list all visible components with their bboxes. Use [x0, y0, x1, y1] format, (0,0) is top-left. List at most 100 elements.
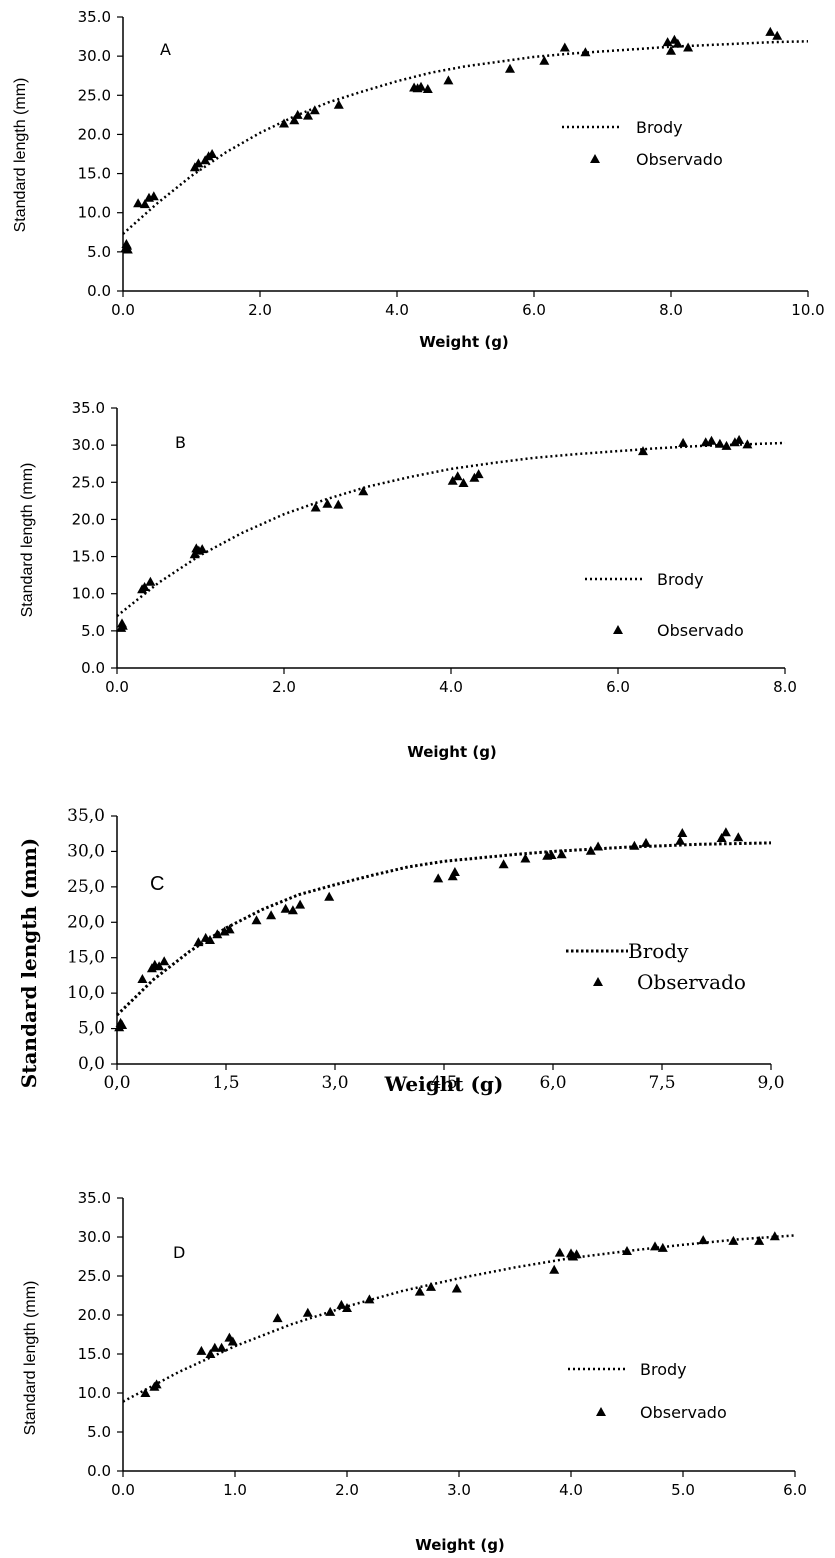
observado-point	[520, 853, 531, 863]
observado-point	[769, 1231, 780, 1241]
observado-point	[721, 440, 732, 450]
observado-point	[272, 1313, 283, 1323]
observado-point	[549, 1264, 560, 1274]
observado-point	[289, 115, 300, 125]
chart-b-panel-letter: B	[175, 433, 186, 452]
chart-c-panel-letter: C	[150, 873, 164, 895]
brody-curve	[122, 1234, 796, 1403]
observado-point	[733, 832, 744, 842]
chart-d-plot: 0.0 5.0 10.0 15.0 20.0 25.0 30.0 35.0 0.0 1.0 2.0 3…	[78, 1189, 807, 1499]
chart-panel-a: Standard length (mm) Weight (g) A Brody …	[0, 0, 835, 355]
chart-d-panel-letter: D	[173, 1243, 185, 1262]
x-tick-label: 1,5	[212, 1073, 239, 1093]
observado-point	[657, 1242, 668, 1252]
x-tick-label: 4.0	[439, 678, 463, 696]
chart-panel-b: Standard length (mm) Weight (g) B Brody …	[0, 395, 835, 770]
x-tick-label: 1.0	[223, 1481, 247, 1499]
x-tick-label: 6.0	[783, 1481, 807, 1499]
chart-panel-c: Standard length (mm) Weight (g) C Brody …	[0, 800, 835, 1185]
x-tick-label: 4.0	[385, 301, 409, 319]
observado-point	[322, 498, 333, 508]
observado-point	[266, 910, 277, 920]
x-tick-label: 3.0	[447, 1481, 471, 1499]
y-tick-label: 20,0	[67, 912, 105, 932]
x-tick-label: 9,0	[757, 1073, 784, 1093]
observado-point	[416, 81, 426, 91]
observado-point	[209, 1342, 220, 1352]
chart-d-svg: Standard length (mm) Weight (g) D Brody …	[22, 1189, 807, 1554]
x-tick-label: 2.0	[272, 678, 296, 696]
legend-observado-label: Observado	[637, 970, 746, 994]
y-tick-label: 25.0	[78, 1267, 111, 1285]
observado-point	[139, 582, 150, 591]
observado-point	[193, 937, 204, 947]
observado-point	[139, 199, 150, 209]
observado-point	[447, 475, 458, 485]
y-tick-label: 25.0	[78, 86, 111, 104]
x-tick-label: 10.0	[791, 301, 824, 319]
observado-point	[117, 1020, 128, 1029]
observado-point	[716, 833, 727, 842]
observado-point	[473, 469, 484, 479]
observado-point	[451, 1283, 462, 1293]
chart-c-legend: Brody Observado	[566, 939, 746, 994]
x-tick-label: 6.0	[606, 678, 630, 696]
observado-point	[333, 499, 344, 509]
legend-observado-marker	[590, 154, 600, 163]
observado-point	[333, 99, 344, 109]
chart-b-ylabel: Standard length (mm)	[19, 463, 36, 618]
legend-observado-marker	[593, 977, 603, 986]
observado-point	[638, 446, 648, 456]
chart-panel-d: Standard length (mm) Weight (g) D Brody …	[0, 1188, 835, 1558]
y-tick-label: 30,0	[67, 841, 105, 861]
observado-point	[742, 439, 753, 449]
observado-point	[287, 905, 298, 915]
chart-c-ylabel: Standard length (mm)	[17, 838, 41, 1088]
observado-point	[154, 961, 165, 971]
y-tick-label: 35.0	[78, 1189, 111, 1207]
observado-point	[364, 1294, 375, 1304]
observado-point	[122, 244, 133, 254]
observado-point	[754, 1235, 765, 1245]
y-tick-label: 25,0	[67, 877, 105, 897]
chart-c-xlabel: Weight (g)	[384, 1072, 504, 1096]
legend-observado-label: Observado	[640, 1403, 727, 1422]
observado-point	[666, 45, 676, 55]
observado-point	[227, 1336, 238, 1346]
chart-d-legend: Brody Observado	[568, 1360, 727, 1422]
x-tick-label: 2.0	[335, 1481, 359, 1499]
observado-point	[358, 486, 369, 496]
x-tick-label: 7,5	[648, 1073, 675, 1093]
observado-point	[295, 899, 306, 909]
x-tick-label: 0.0	[111, 1481, 135, 1499]
chart-a-svg: Standard length (mm) Weight (g) A Brody …	[12, 8, 825, 351]
observado-point	[133, 198, 144, 208]
x-tick-label: 2.0	[248, 301, 272, 319]
chart-b-plot: 0.0 5.0 10.0 15.0 20.0 25.0 30.0 35.0 0.0 2.0 4.0 6…	[72, 399, 797, 696]
y-tick-label: 0,0	[78, 1054, 105, 1074]
chart-a-xlabel: Weight (g)	[419, 333, 509, 351]
observado-point	[593, 841, 604, 851]
observado-point	[683, 42, 694, 52]
observado-point	[443, 75, 454, 85]
brody-curve	[122, 40, 809, 235]
y-tick-label: 5.0	[87, 243, 111, 261]
observado-point	[698, 1235, 709, 1245]
legend-observado-label: Observado	[657, 621, 744, 640]
observado-point	[193, 158, 204, 168]
observado-point	[122, 240, 133, 250]
observado-point	[662, 37, 673, 47]
observado-point	[498, 859, 509, 869]
observado-point	[772, 30, 783, 40]
legend-observado-marker	[613, 625, 623, 634]
observado-point	[280, 903, 291, 913]
x-tick-label: 5.0	[671, 1481, 695, 1499]
x-tick-label: 3,0	[321, 1073, 348, 1093]
x-tick-label: 6,0	[539, 1073, 566, 1093]
chart-a-plot: 0.0 5.0 10.0 15.0 20.0 25.0 30.0 35.0 0.0 2.0 4.0 6…	[78, 8, 825, 319]
chart-c-svg: Standard length (mm) Weight (g) C Brody …	[17, 806, 785, 1096]
observado-point	[140, 1388, 151, 1397]
observado-point	[145, 576, 156, 586]
chart-a-panel-letter: A	[160, 40, 171, 59]
y-tick-label: 0.0	[87, 1462, 111, 1480]
